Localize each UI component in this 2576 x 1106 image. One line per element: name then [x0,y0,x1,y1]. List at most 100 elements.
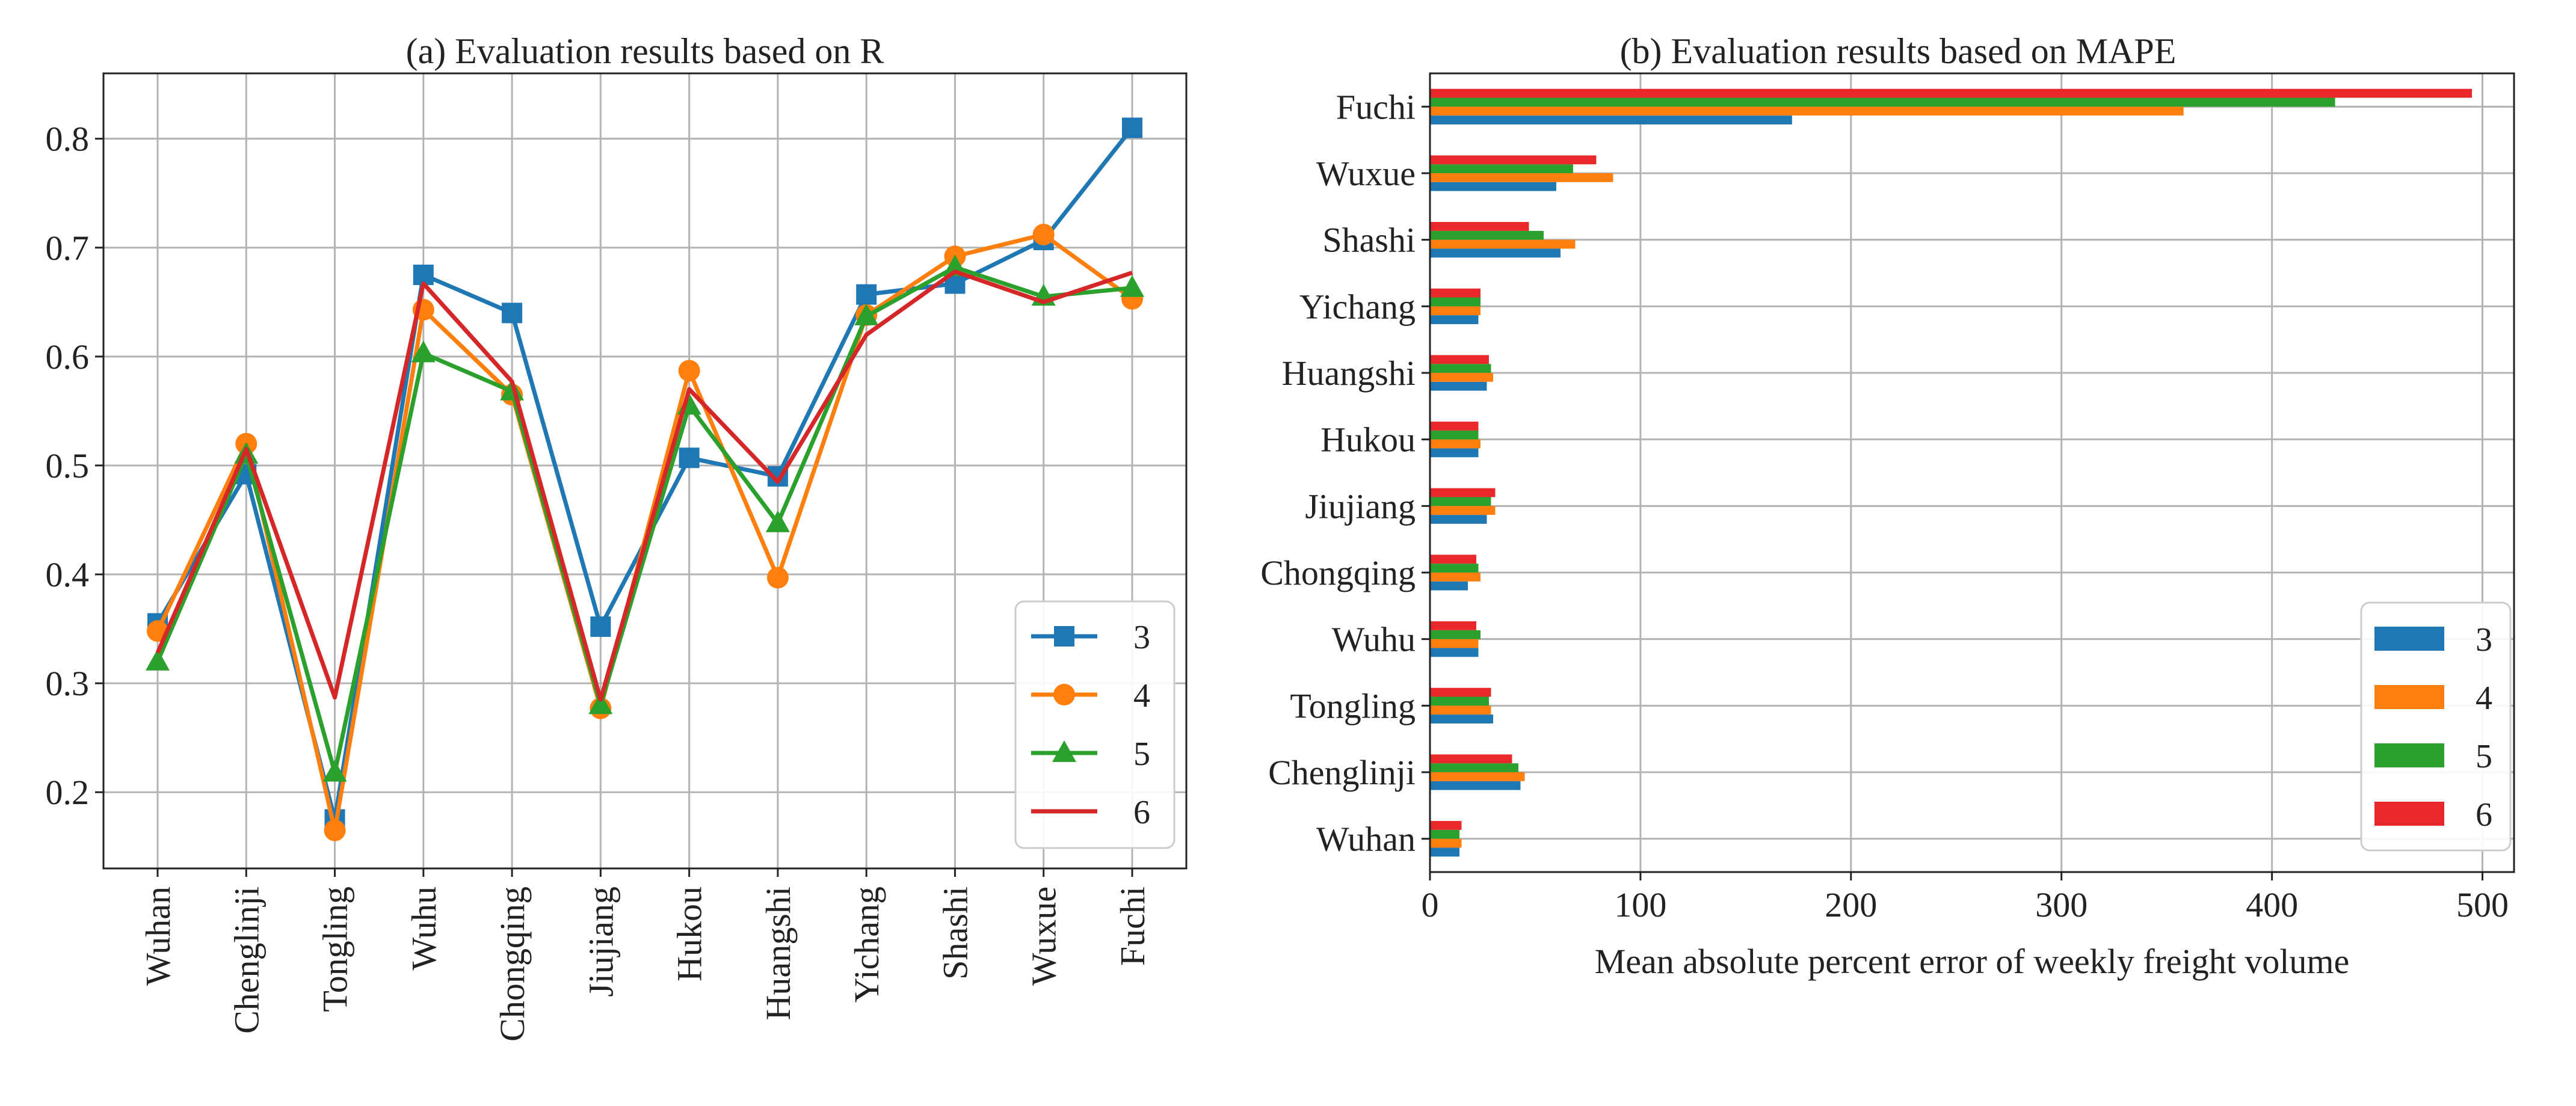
legend-item: 6 [1031,794,1150,831]
data-point [856,284,877,305]
line-chart-title: (a) Evaluation results based on R [406,31,884,71]
y-tick-label: 0.7 [46,229,90,268]
data-point [1120,275,1144,297]
bar [1430,581,1468,591]
x-tick-label: Chenglinji [227,886,266,1034]
y-tick-label: Hukou [1320,420,1416,459]
x-tick-label: Huangshi [759,886,798,1020]
series-line [155,269,1133,702]
legend-item: 4 [2374,680,2492,717]
y-tick-label: 0.3 [46,664,90,703]
bar [1430,687,1491,697]
line-chart-panel: (a) Evaluation results based on R 0.2 0.3… [46,31,1188,1042]
data-point [1122,117,1142,138]
bar [1430,430,1479,440]
data-point [324,819,346,841]
data-point [943,254,967,277]
bar-chart-x-ticks: 0 100 200 300 400 500 [1422,872,2509,924]
x-tick-label: 0 [1422,885,1439,924]
bar-series-3 [1430,115,1792,857]
legend-box [2360,601,2512,852]
y-tick-label: Tongling [1290,686,1416,725]
bar-chart-panel: (b) Evaluation results based on MAPE Wuh… [1260,31,2515,981]
bar [1430,155,1597,165]
bar-chart-x-axis-label: Mean absolute percent error of weekly fr… [1595,942,2350,981]
legend-label: 5 [1133,736,1150,773]
legend-swatch [2374,627,2444,651]
x-tick-label: Hukou [670,886,709,982]
series-6 [155,269,1133,702]
bar [1430,772,1525,781]
bar [1430,564,1479,573]
legend-item: 3 [1031,619,1150,656]
data-point [679,447,700,469]
y-tick-label: Wuxue [1316,154,1416,193]
x-tick-label: Wuxue [1025,886,1064,986]
legend-item: 5 [2374,738,2492,775]
bar [1430,573,1481,582]
data-point [500,378,525,401]
bar-chart-bars [1430,88,2473,857]
bar-chart-y-ticks: Wuhan Chenglinji Tongling Wuhu Chongqing Jiuj… [1260,87,1430,859]
bar [1430,648,1479,657]
bar [1430,364,1491,373]
bar [1430,763,1518,772]
bar [1430,422,1479,431]
bar [1430,297,1481,307]
bar [1430,714,1493,724]
data-point [1032,224,1055,246]
bar [1430,506,1496,515]
bar [1430,381,1487,391]
x-tick-label: Shashi [935,886,975,980]
bar-chart-title: (b) Evaluation results based on MAPE [1620,31,2177,71]
legend-item: 3 [2374,621,2492,659]
bar [1430,821,1462,830]
bar [1430,781,1521,790]
bar [1430,306,1481,316]
x-tick-label: Fuchi [1113,886,1152,966]
data-point [678,360,700,382]
bar-chart-frame [1429,72,2515,873]
data-point [590,616,611,637]
bar [1430,439,1481,449]
legend-item: 6 [2374,796,2492,834]
bar [1430,754,1512,764]
bar [1430,106,2184,116]
legend-label: 3 [1133,619,1150,656]
line-chart-gridlines [103,73,1186,868]
y-tick-label: 0.2 [46,773,90,812]
bar [1430,222,1529,231]
x-tick-label: Jiujiang [581,886,620,997]
y-tick-label: Jiujiang [1305,487,1416,526]
legend-label: 6 [1133,794,1150,831]
y-tick-label: Shashi [1322,221,1416,260]
x-tick-label: 200 [1825,885,1877,924]
y-tick-label: 0.4 [46,555,90,594]
bar [1430,847,1459,857]
bar [1430,829,1459,839]
data-point [588,692,613,714]
legend-item: 4 [1031,677,1150,714]
data-point [322,760,347,782]
line-chart-y-ticks: 0.2 0.3 0.4 0.5 0.6 0.7 0.8 [46,120,103,812]
bar-series-5 [1430,97,2335,839]
line-chart-series [146,117,1144,841]
bar [1430,838,1462,848]
x-tick-label: 500 [2456,885,2509,924]
y-tick-label: Wuhan [1316,820,1416,859]
bar [1430,164,1573,173]
y-tick-label: Huangshi [1282,354,1416,393]
x-tick-label: Tongling [316,886,355,1012]
legend-label: 6 [2476,796,2492,834]
bar [1430,182,1556,191]
bar [1430,239,1576,249]
bar [1430,88,2473,98]
legend-swatch [2374,685,2444,709]
data-point [411,340,436,363]
bar [1430,315,1479,324]
bar [1430,230,1544,240]
line-chart-frame [102,72,1188,870]
bar [1430,288,1481,298]
x-tick-label: Chongqing [493,886,532,1042]
bar [1430,705,1491,715]
